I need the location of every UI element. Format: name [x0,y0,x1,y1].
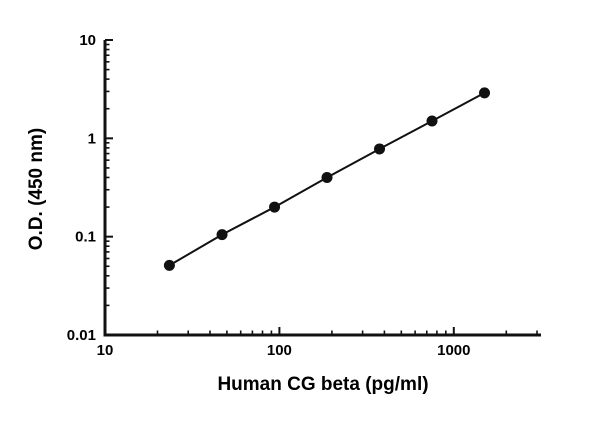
data-point-marker [163,259,175,271]
y-axis-title: O.D. (450 nm) [26,127,47,251]
data-point-marker [479,87,491,99]
axis-ticks [104,39,538,336]
x-axis-title: Human CG beta (pg/ml) [217,374,429,395]
data-series [163,87,491,271]
y-tick-label: 10 [79,32,96,49]
x-tick-label: 10 [97,342,114,359]
axes [103,40,541,337]
y-tick-label: 1 [88,130,96,147]
y-tick-label: 0.1 [75,229,96,246]
data-point-marker [374,143,386,155]
data-point-marker [216,229,228,241]
x-tick-label: 100 [267,342,292,359]
x-tick-label: 1000 [437,342,470,359]
y-tick-label: 0.01 [67,327,96,344]
data-point-marker [269,201,281,213]
data-point-marker [321,171,333,183]
tick-labels: 10 100 1000 0.01 0.1 1 10 [67,32,471,359]
data-point-marker [426,115,438,127]
